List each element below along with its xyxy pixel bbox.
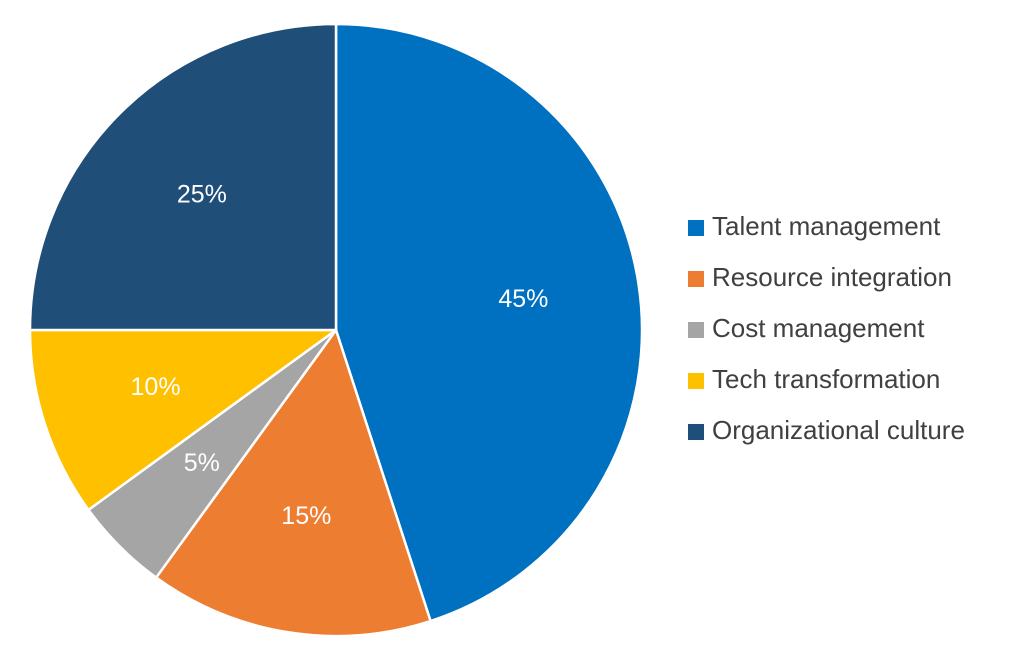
pie-slice-resource-integration bbox=[154, 328, 432, 638]
legend-label-organizational-culture: Organizational culture bbox=[712, 415, 965, 445]
legend: Talent management Resource integration Cos… bbox=[688, 211, 965, 445]
legend-swatch-talent-management bbox=[688, 220, 704, 236]
legend-label-cost-management: Cost management bbox=[712, 313, 925, 343]
legend-swatch-resource-integration bbox=[688, 271, 704, 287]
legend-label-tech-transformation: Tech transformation bbox=[712, 364, 940, 394]
data-label-tech-transformation: 10% bbox=[131, 373, 181, 401]
legend-swatch-tech-transformation bbox=[688, 373, 704, 389]
data-label-cost-management: 5% bbox=[184, 449, 220, 477]
legend-label-talent-management: Talent management bbox=[712, 211, 941, 241]
data-label-organizational-culture: 25% bbox=[177, 180, 227, 208]
legend-swatch-cost-management bbox=[688, 322, 704, 338]
data-label-resource-integration: 15% bbox=[281, 502, 331, 530]
legend-label-resource-integration: Resource integration bbox=[712, 262, 952, 292]
pie-slices bbox=[28, 22, 644, 638]
pie-slice-organizational-culture bbox=[28, 22, 338, 332]
data-label-talent-management: 45% bbox=[498, 285, 548, 313]
pie-data-labels: 45% 15% 5% 10% 25% bbox=[131, 180, 549, 530]
pie-slice-tech-transformation bbox=[28, 328, 338, 512]
legend-swatch-organizational-culture bbox=[688, 424, 704, 440]
pie-slice-talent-management bbox=[334, 22, 644, 623]
